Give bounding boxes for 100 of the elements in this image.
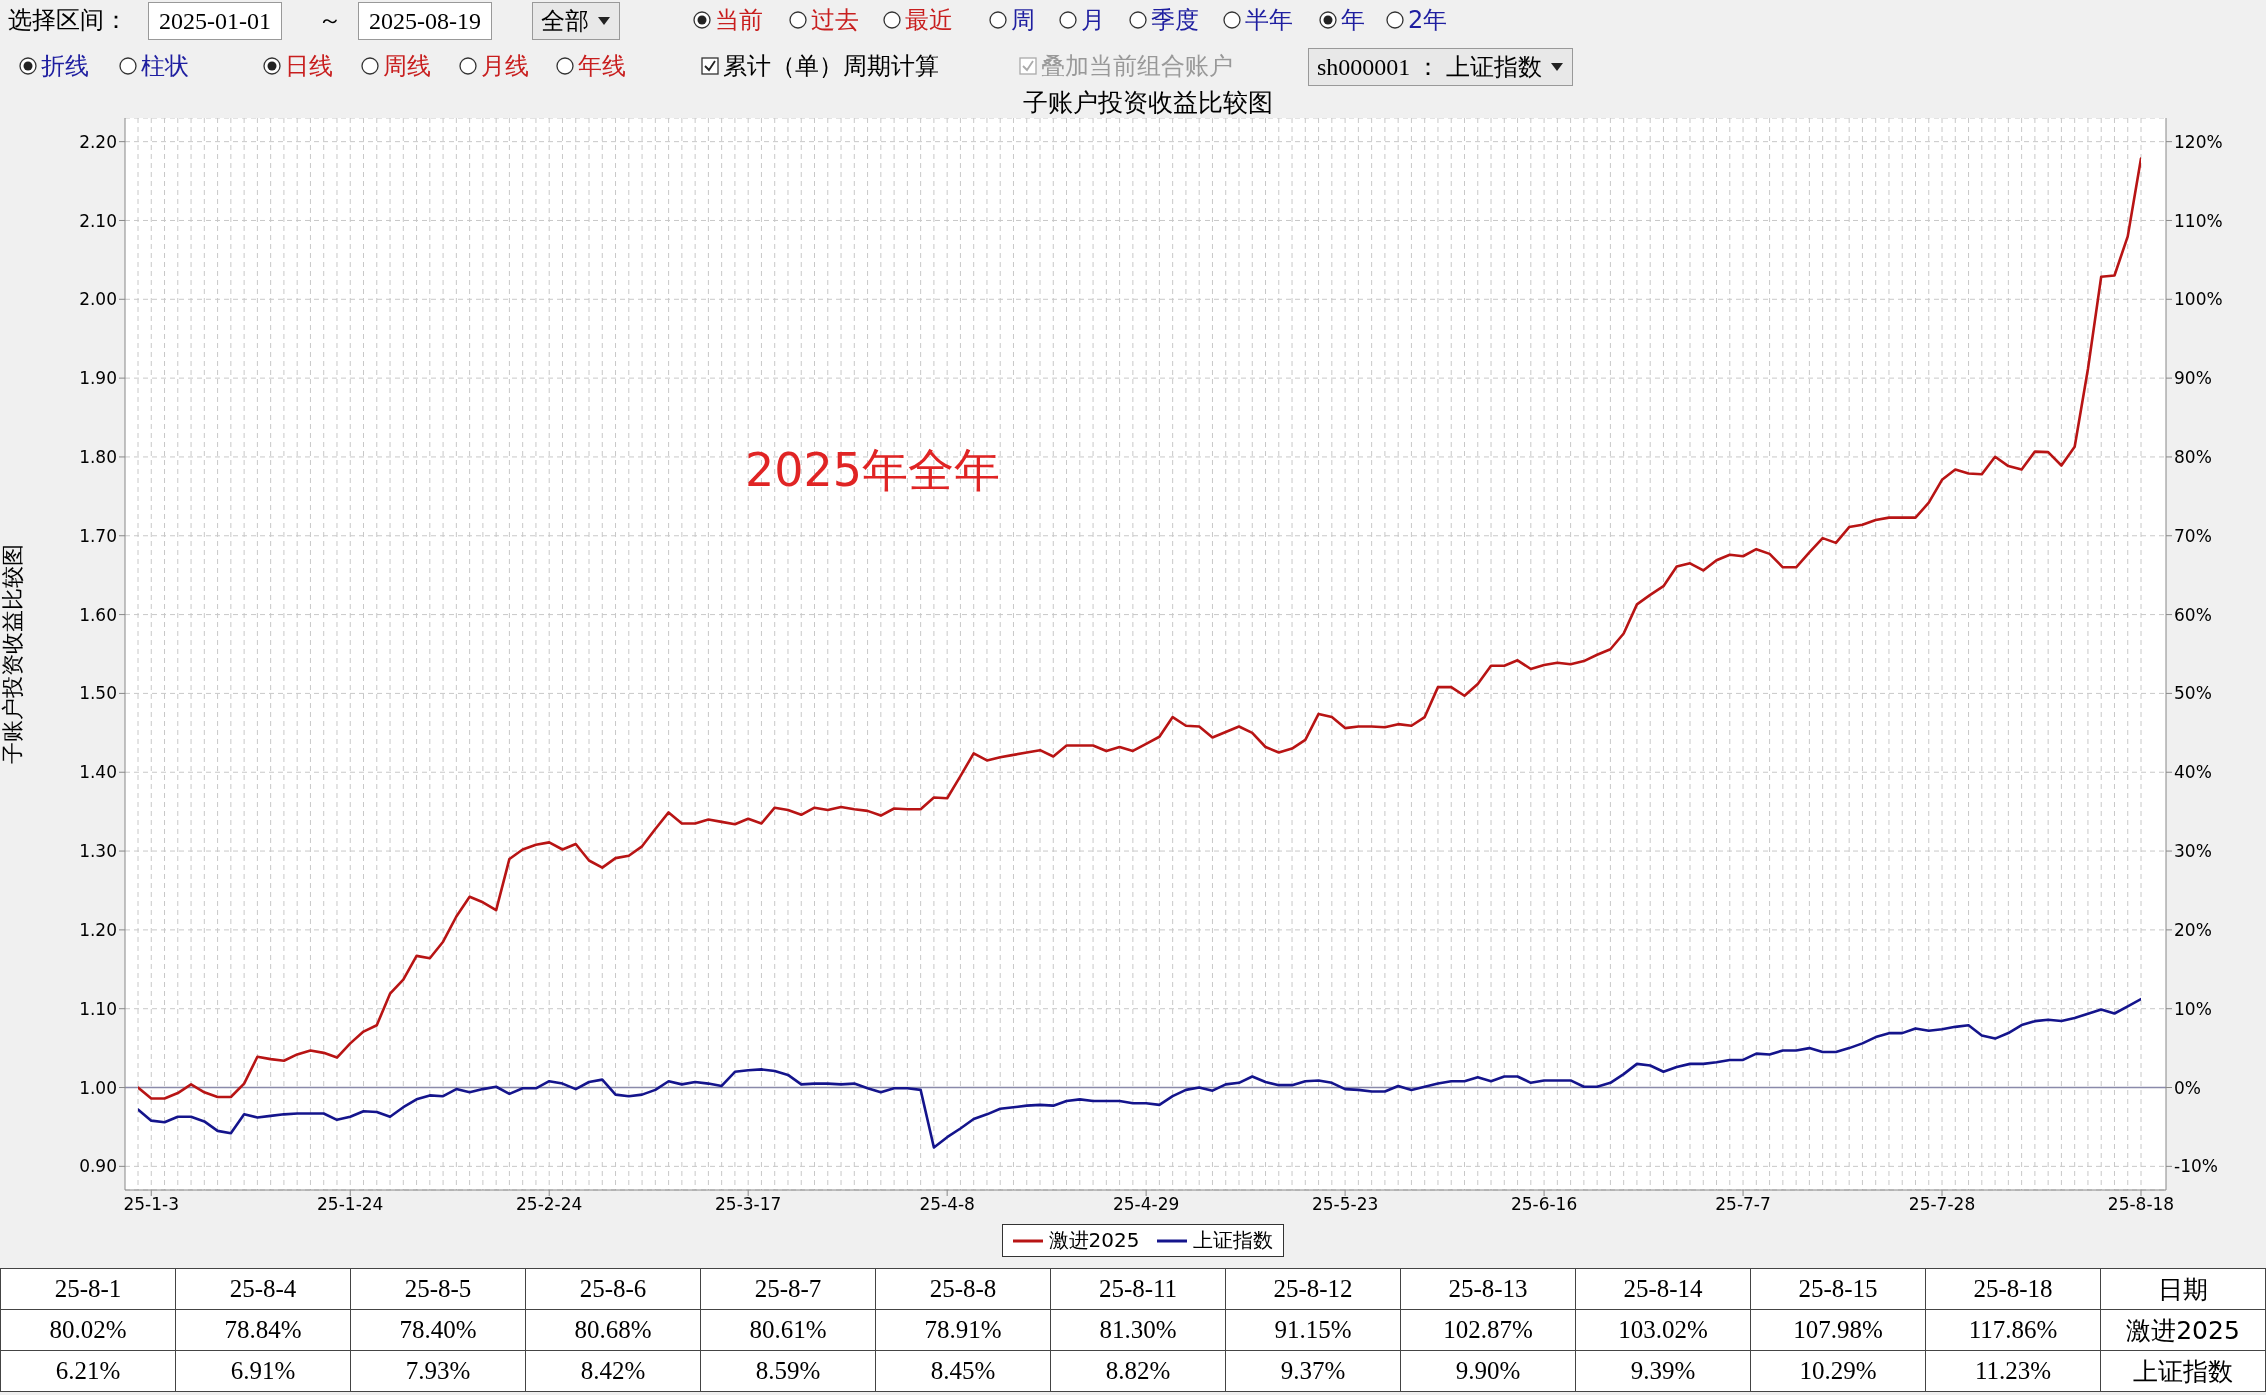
text: 25-8-8: [875, 1268, 1051, 1310]
text: 2025-01-01: [148, 2, 282, 40]
text: 78.40%: [350, 1309, 526, 1351]
legend-label: 上证指数: [1192, 1227, 1274, 1254]
x-tick-label: 25-1-3: [123, 1194, 180, 1215]
annotation: 2025年全年: [745, 442, 1001, 499]
y2-tick-label: 10%: [2174, 998, 2212, 1019]
text: 全部: [532, 2, 620, 40]
text: 81.30%: [1050, 1309, 1226, 1351]
y-tick-label: 1.60: [79, 604, 117, 625]
line-series: [138, 997, 2141, 1149]
y2-tick-label: 60%: [2174, 604, 2212, 625]
y-tick-label: 1.10: [79, 998, 117, 1019]
text: 当前: [714, 5, 763, 36]
text: 25-8-13: [1400, 1268, 1576, 1310]
text: 8.42%: [525, 1350, 701, 1392]
text: 102.87%: [1400, 1309, 1576, 1351]
text: 年: [1340, 5, 1365, 36]
y2-tick-label: 50%: [2174, 683, 2212, 704]
y-tick-label: 1.40: [79, 762, 117, 783]
text: 25-8-5: [350, 1268, 526, 1310]
text: 2025-08-19: [358, 2, 492, 40]
y2-tick-label: 120%: [2174, 131, 2223, 152]
y-tick-label: 1.00: [79, 1077, 117, 1098]
text: 季度: [1150, 5, 1199, 36]
y-tick-label: 1.20: [79, 919, 117, 940]
text: 25-8-1: [0, 1268, 176, 1310]
x-tick-label: 25-3-17: [715, 1194, 782, 1215]
text: 9.39%: [1575, 1350, 1751, 1392]
y2-tick-label: 70%: [2174, 525, 2212, 546]
text: 柱状: [140, 51, 189, 82]
text: 激进2025: [2126, 1315, 2240, 1345]
text: 11.23%: [1925, 1350, 2101, 1392]
y2-tick-label: 30%: [2174, 841, 2212, 862]
text: 6.91%: [175, 1350, 351, 1392]
text: 月线: [480, 51, 529, 82]
text: 6.21%: [0, 1350, 176, 1392]
x-tick-label: 25-5-23: [1311, 1194, 1379, 1215]
y2-tick-label: 90%: [2174, 368, 2212, 389]
x-tick-label: 25-4-29: [1112, 1194, 1180, 1215]
text: 2年: [1407, 5, 1448, 36]
x-tick-label: 25-7-28: [1908, 1194, 1976, 1215]
y2-tick-label: 100%: [2174, 289, 2223, 310]
text: 25-8-11: [1050, 1268, 1226, 1310]
text: 103.02%: [1575, 1309, 1751, 1351]
text: 周线: [382, 51, 431, 82]
y2-tick-label: 20%: [2174, 919, 2212, 940]
text: 日期: [2100, 1268, 2266, 1310]
chart-title: 子账户投资收益比较图: [1021, 87, 1274, 119]
y-tick-label: 1.30: [79, 841, 117, 862]
text: 7.93%: [350, 1350, 526, 1392]
x-tick-label: 25-6-16: [1510, 1194, 1578, 1215]
legend-label: 激进2025: [1047, 1227, 1140, 1254]
y2-tick-label: 80%: [2174, 446, 2212, 467]
y-tick-label: 1.90: [79, 368, 117, 389]
y-tick-label: 0.90: [79, 1156, 117, 1177]
y2-tick-label: 40%: [2174, 762, 2212, 783]
text: 半年: [1244, 5, 1293, 36]
text: ～: [318, 5, 342, 36]
text: 80.61%: [700, 1309, 876, 1351]
text: 周: [1010, 5, 1035, 36]
text: 78.84%: [175, 1309, 351, 1351]
text: 选择区间：: [8, 5, 128, 36]
text: 25-8-6: [525, 1268, 701, 1310]
y-tick-label: 1.70: [79, 525, 117, 546]
line-series: [138, 157, 2141, 1100]
y2-tick-label: 0%: [2174, 1077, 2201, 1098]
text: 25-8-4: [175, 1268, 351, 1310]
text: 107.98%: [1750, 1309, 1926, 1351]
x-tick-label: 25-8-18: [2107, 1194, 2175, 1215]
text: 25-8-12: [1225, 1268, 1401, 1310]
y-tick-label: 2.20: [79, 131, 117, 152]
y2-tick-label: 110%: [2174, 210, 2223, 231]
text: 25-8-14: [1575, 1268, 1751, 1310]
text: 9.90%: [1400, 1350, 1576, 1392]
text: 日线: [284, 51, 333, 82]
x-tick-label: 25-7-7: [1715, 1194, 1771, 1215]
text: 月: [1080, 5, 1105, 36]
text: 上证指数: [2133, 1356, 2233, 1386]
text: sh000001 ： 上证指数: [1308, 48, 1574, 86]
text: 8.82%: [1050, 1350, 1226, 1392]
text: 最近: [904, 5, 953, 36]
y-axis-title: 子账户投资收益比较图: [0, 544, 25, 764]
y2-tick-label: -10%: [2174, 1156, 2218, 1177]
x-tick-label: 25-4-8: [919, 1194, 975, 1215]
y-tick-label: 2.00: [79, 289, 117, 310]
y-tick-label: 1.50: [79, 683, 117, 704]
text: 过去: [810, 5, 859, 36]
text: 9.37%: [1225, 1350, 1401, 1392]
text: 91.15%: [1225, 1309, 1401, 1351]
text: 10.29%: [1750, 1350, 1926, 1392]
text: 117.86%: [1925, 1309, 2101, 1351]
text: 25-8-15: [1750, 1268, 1926, 1310]
text: 80.68%: [525, 1309, 701, 1351]
text: 25-8-7: [700, 1268, 876, 1310]
text: 叠加当前组合账户: [1040, 51, 1233, 82]
y-tick-label: 1.80: [79, 446, 117, 467]
text: 80.02%: [0, 1309, 176, 1351]
text: 折线: [40, 51, 89, 82]
y-tick-label: 2.10: [79, 210, 117, 231]
